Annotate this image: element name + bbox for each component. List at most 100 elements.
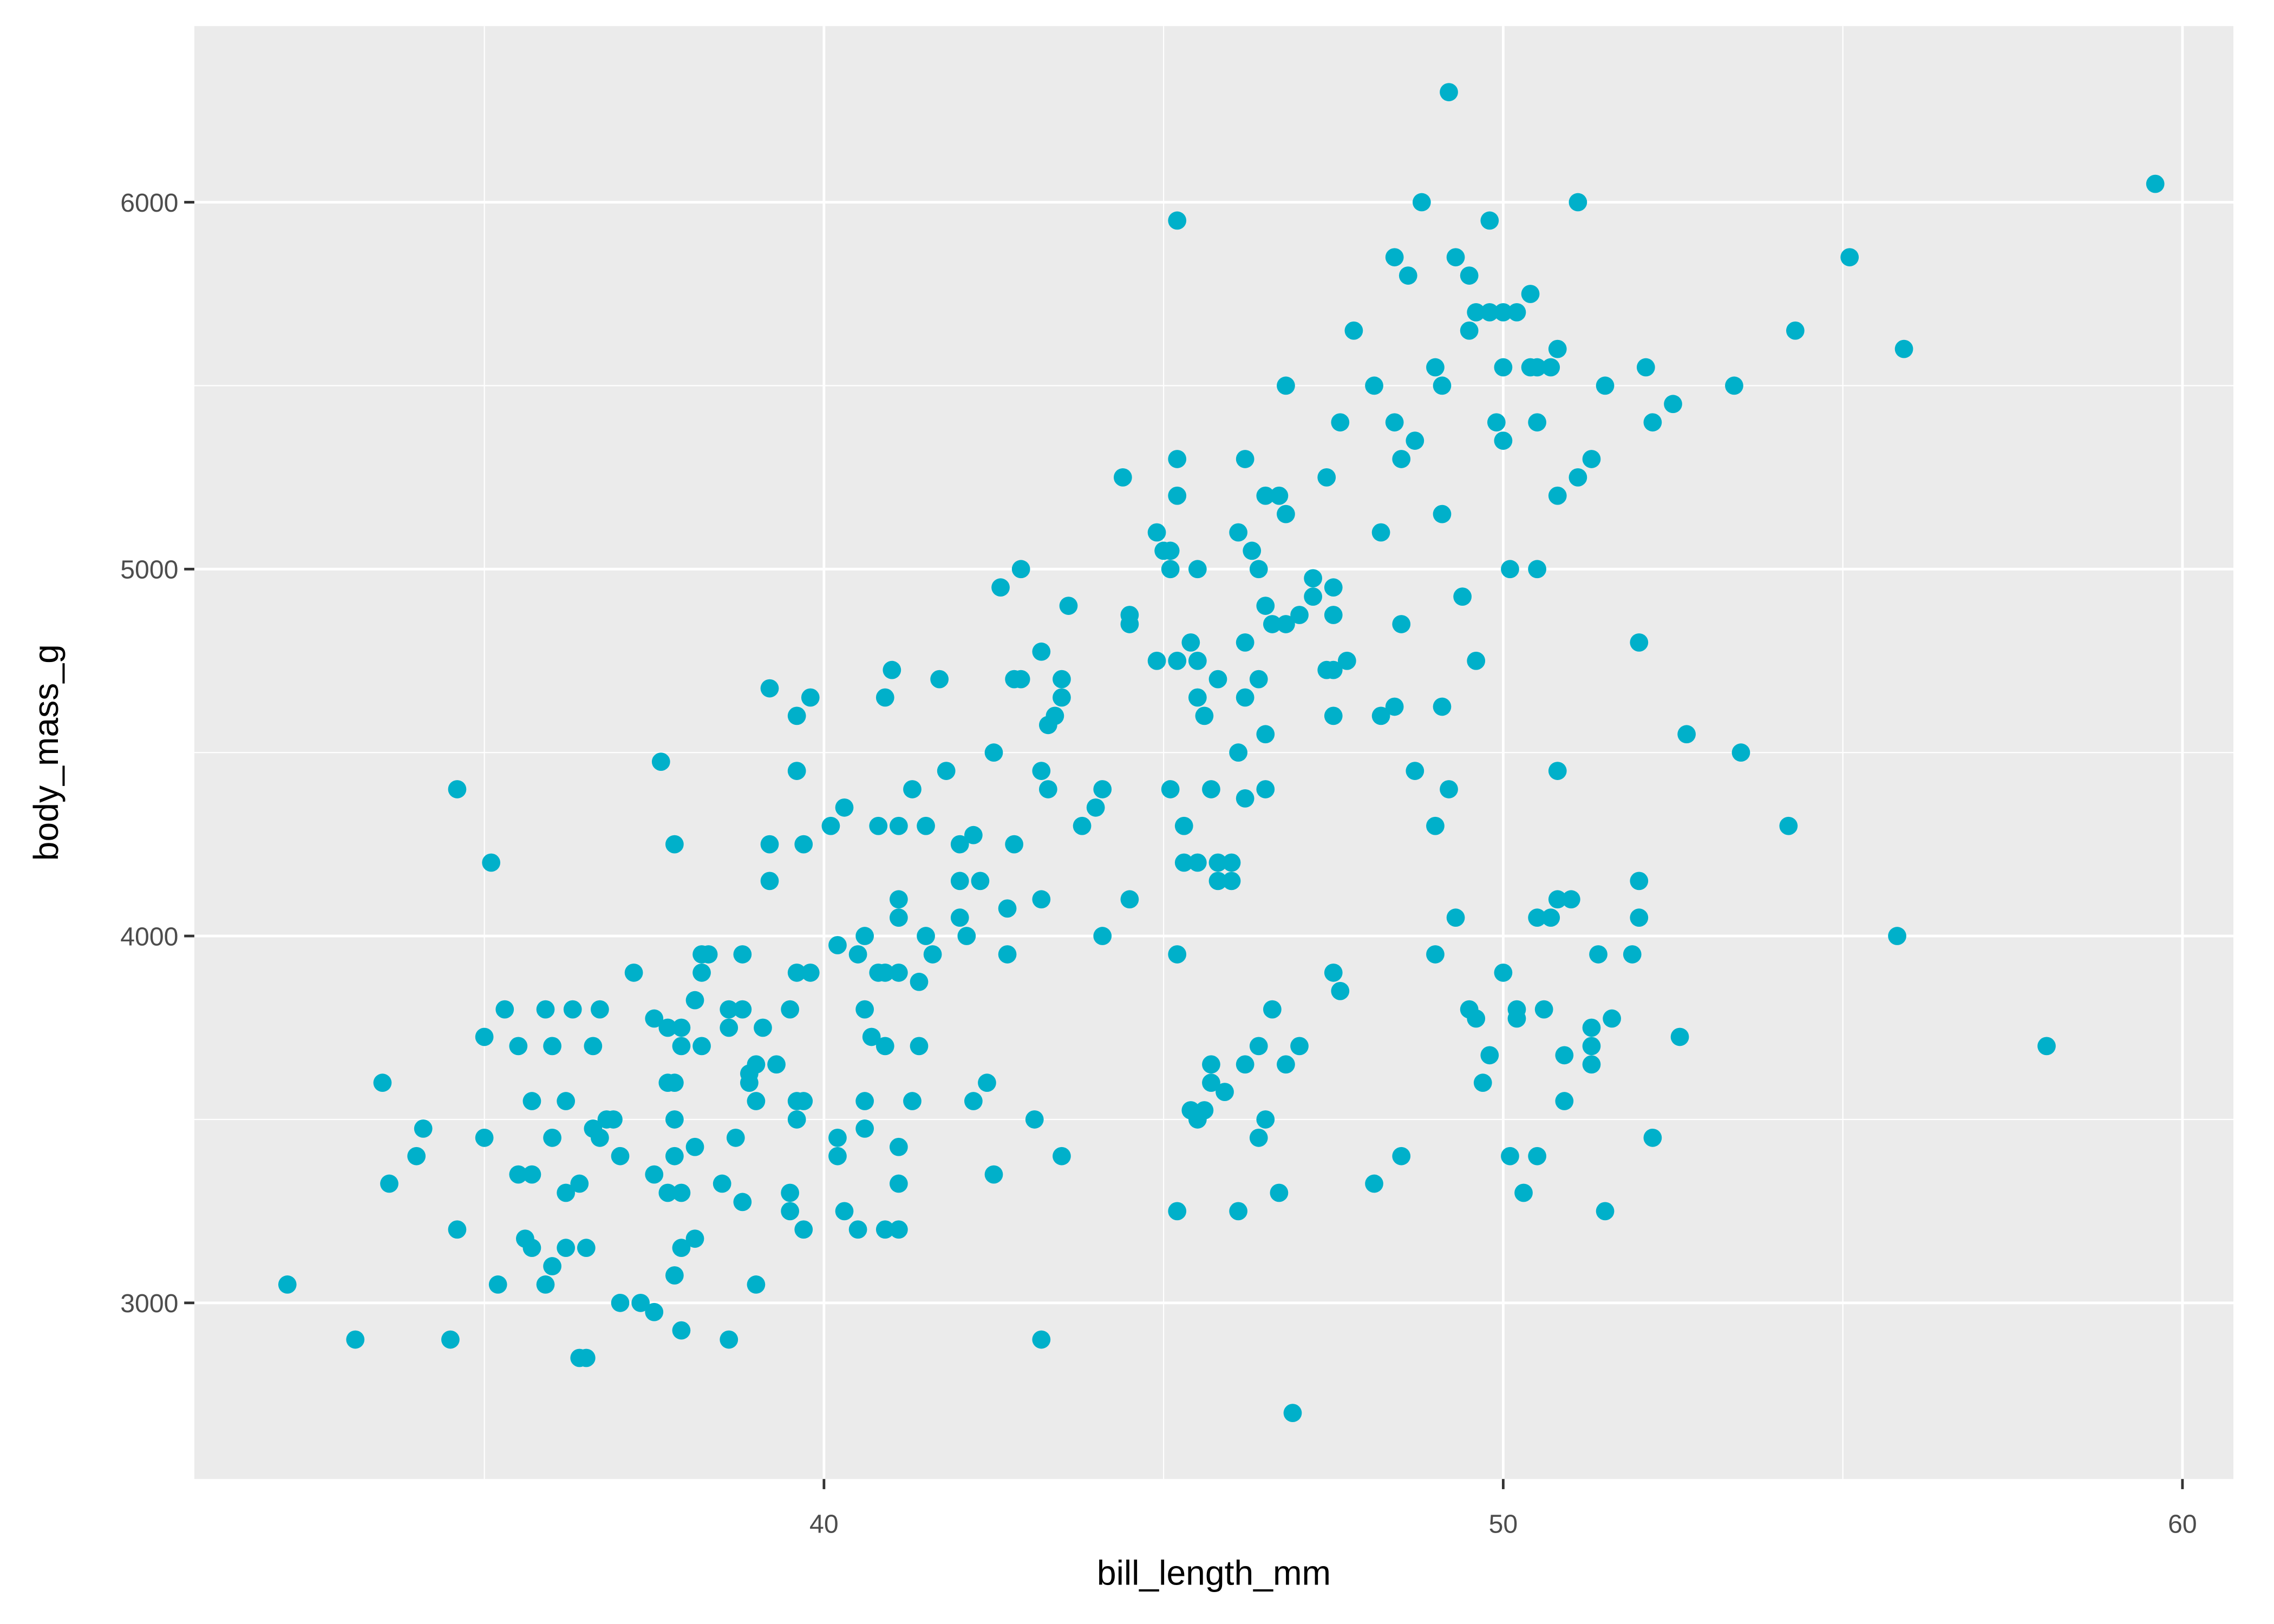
point xyxy=(651,752,670,771)
point xyxy=(1446,248,1465,267)
point xyxy=(1208,853,1227,872)
point xyxy=(1426,358,1445,377)
point xyxy=(1174,816,1193,835)
point xyxy=(1202,780,1220,798)
point xyxy=(950,872,969,890)
point xyxy=(1059,597,1078,615)
point xyxy=(1630,633,1649,652)
point xyxy=(1011,670,1030,689)
point xyxy=(1168,945,1187,964)
point xyxy=(1582,1018,1601,1037)
point xyxy=(1249,1128,1268,1147)
point xyxy=(726,1128,745,1147)
point xyxy=(1263,1000,1282,1019)
point xyxy=(1195,706,1214,725)
point xyxy=(889,1137,908,1156)
point xyxy=(1283,1404,1302,1423)
point xyxy=(1256,725,1275,744)
point xyxy=(448,780,467,798)
point xyxy=(1181,633,1200,652)
point xyxy=(984,743,1003,762)
point xyxy=(1555,1046,1574,1065)
point xyxy=(278,1275,297,1294)
point xyxy=(984,1165,1003,1184)
point xyxy=(2146,174,2165,193)
point xyxy=(1677,725,1696,744)
points xyxy=(278,83,2165,1423)
point xyxy=(1216,1083,1234,1101)
point xyxy=(1168,450,1187,468)
point xyxy=(1548,339,1567,358)
point xyxy=(1582,450,1601,468)
point xyxy=(522,1239,541,1258)
point xyxy=(1188,560,1207,579)
point xyxy=(1256,1110,1275,1129)
point xyxy=(672,1037,691,1056)
point xyxy=(1222,872,1241,890)
point xyxy=(889,963,908,982)
point xyxy=(1725,376,1743,395)
point xyxy=(522,1165,541,1184)
point xyxy=(760,872,779,890)
point xyxy=(645,1009,664,1028)
point xyxy=(1548,486,1567,505)
point xyxy=(1507,1009,1526,1028)
point xyxy=(1840,248,1859,267)
point xyxy=(1534,1000,1553,1019)
point xyxy=(957,927,976,945)
point xyxy=(1371,523,1390,542)
point xyxy=(1147,523,1166,542)
point xyxy=(1406,431,1424,450)
point xyxy=(1888,927,1906,945)
point xyxy=(1324,606,1343,624)
point xyxy=(1256,486,1275,505)
y-axis-title: body_mass_g xyxy=(27,644,66,861)
point xyxy=(998,945,1017,964)
point xyxy=(998,899,1017,918)
x-tick-label: 50 xyxy=(1489,1509,1518,1538)
point xyxy=(1337,651,1356,670)
point xyxy=(1507,303,1526,322)
point xyxy=(685,1137,704,1156)
point xyxy=(1344,321,1363,340)
point xyxy=(787,963,806,982)
point xyxy=(1038,780,1057,798)
point xyxy=(1541,358,1560,377)
point xyxy=(747,1092,766,1110)
point xyxy=(1365,1174,1383,1193)
point xyxy=(1480,211,1499,230)
point xyxy=(1263,615,1282,633)
point xyxy=(875,963,894,982)
point xyxy=(1256,597,1275,615)
point xyxy=(1561,890,1580,909)
point xyxy=(1636,358,1655,377)
point xyxy=(1324,578,1343,597)
point xyxy=(875,1037,894,1056)
point xyxy=(889,1174,908,1193)
point xyxy=(1032,890,1051,909)
point xyxy=(672,1183,691,1202)
point xyxy=(978,1073,996,1092)
point xyxy=(821,816,840,835)
point xyxy=(1623,945,1642,964)
point xyxy=(1188,688,1207,707)
point xyxy=(509,1165,528,1184)
y-tick-label: 4000 xyxy=(120,922,178,951)
point xyxy=(855,1000,874,1019)
point xyxy=(692,1037,711,1056)
point xyxy=(1331,413,1350,432)
point xyxy=(1406,762,1424,780)
point xyxy=(869,816,888,835)
point xyxy=(917,927,935,945)
point xyxy=(543,1037,561,1056)
point xyxy=(713,1174,731,1193)
point xyxy=(1249,1037,1268,1056)
point xyxy=(801,688,820,707)
point xyxy=(1596,1202,1615,1221)
point xyxy=(883,660,901,679)
point xyxy=(740,1073,759,1092)
point xyxy=(1460,321,1479,340)
point xyxy=(1208,670,1227,689)
x-tick-label: 40 xyxy=(809,1509,839,1538)
point xyxy=(1467,303,1486,322)
